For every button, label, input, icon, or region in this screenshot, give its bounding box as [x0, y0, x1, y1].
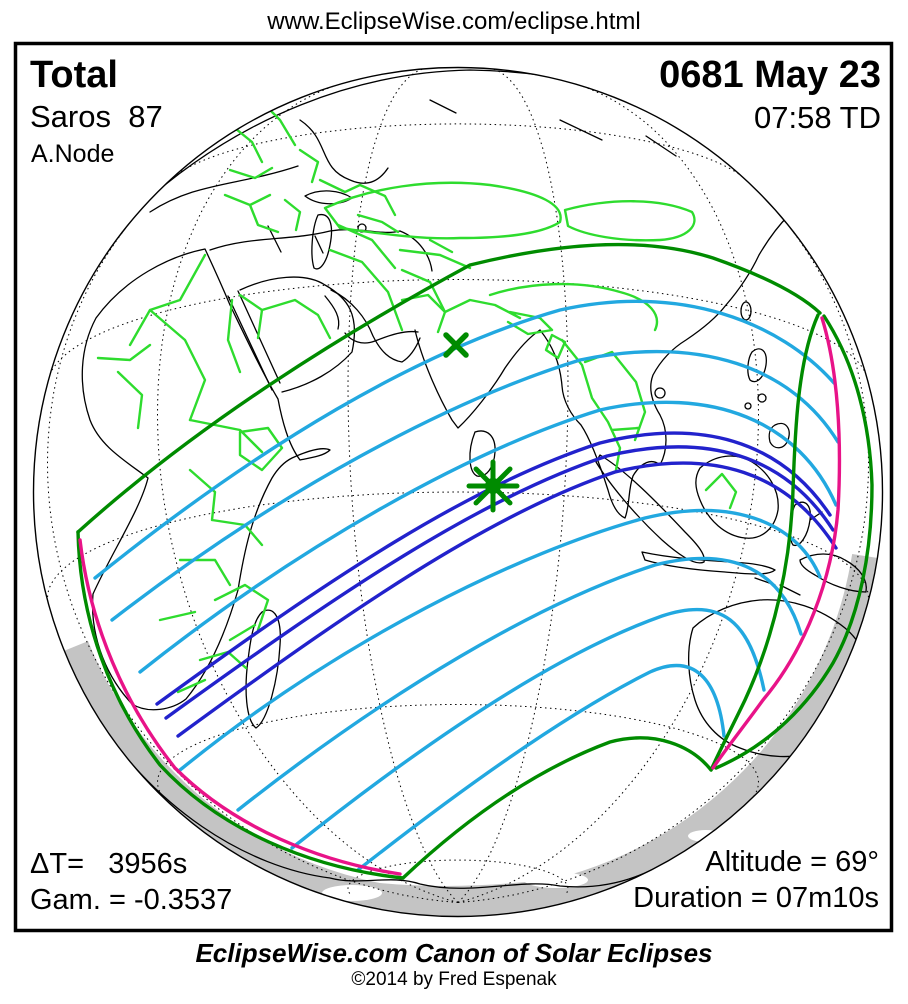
sunrise-sunset-curves — [78, 316, 842, 876]
gamma-value: Gam. = -0.3537 — [30, 884, 233, 916]
canon-title: EclipseWise.com Canon of Solar Eclipses — [195, 938, 713, 968]
duration-value: Duration = 07m10s — [633, 882, 879, 914]
delta-t-value: ΔT= 3956s — [30, 848, 188, 880]
magnitude-contours — [93, 299, 840, 872]
greatest-eclipse-marker — [466, 459, 520, 513]
penumbra-limits — [76, 242, 874, 880]
eclipse-type: Total — [30, 54, 118, 96]
coastlines — [81, 69, 868, 758]
site-url: www.EclipseWise.com/eclipse.html — [267, 8, 641, 35]
map-frame — [13, 41, 894, 933]
umbral-path — [155, 431, 838, 738]
zenith-x-marker — [443, 332, 469, 358]
eclipse-date: 0681 May 23 — [659, 54, 881, 96]
node-label: A.Node — [31, 140, 115, 168]
copyright-line: ©2014 by Fred Espenak — [351, 969, 557, 990]
altitude-value: Altitude = 69° — [705, 846, 879, 878]
eclipse-time: 07:58 TD — [754, 100, 881, 135]
globe-limb — [32, 66, 884, 918]
saros-number: Saros 87 — [30, 99, 163, 134]
graticule-grid — [46, 67, 870, 903]
